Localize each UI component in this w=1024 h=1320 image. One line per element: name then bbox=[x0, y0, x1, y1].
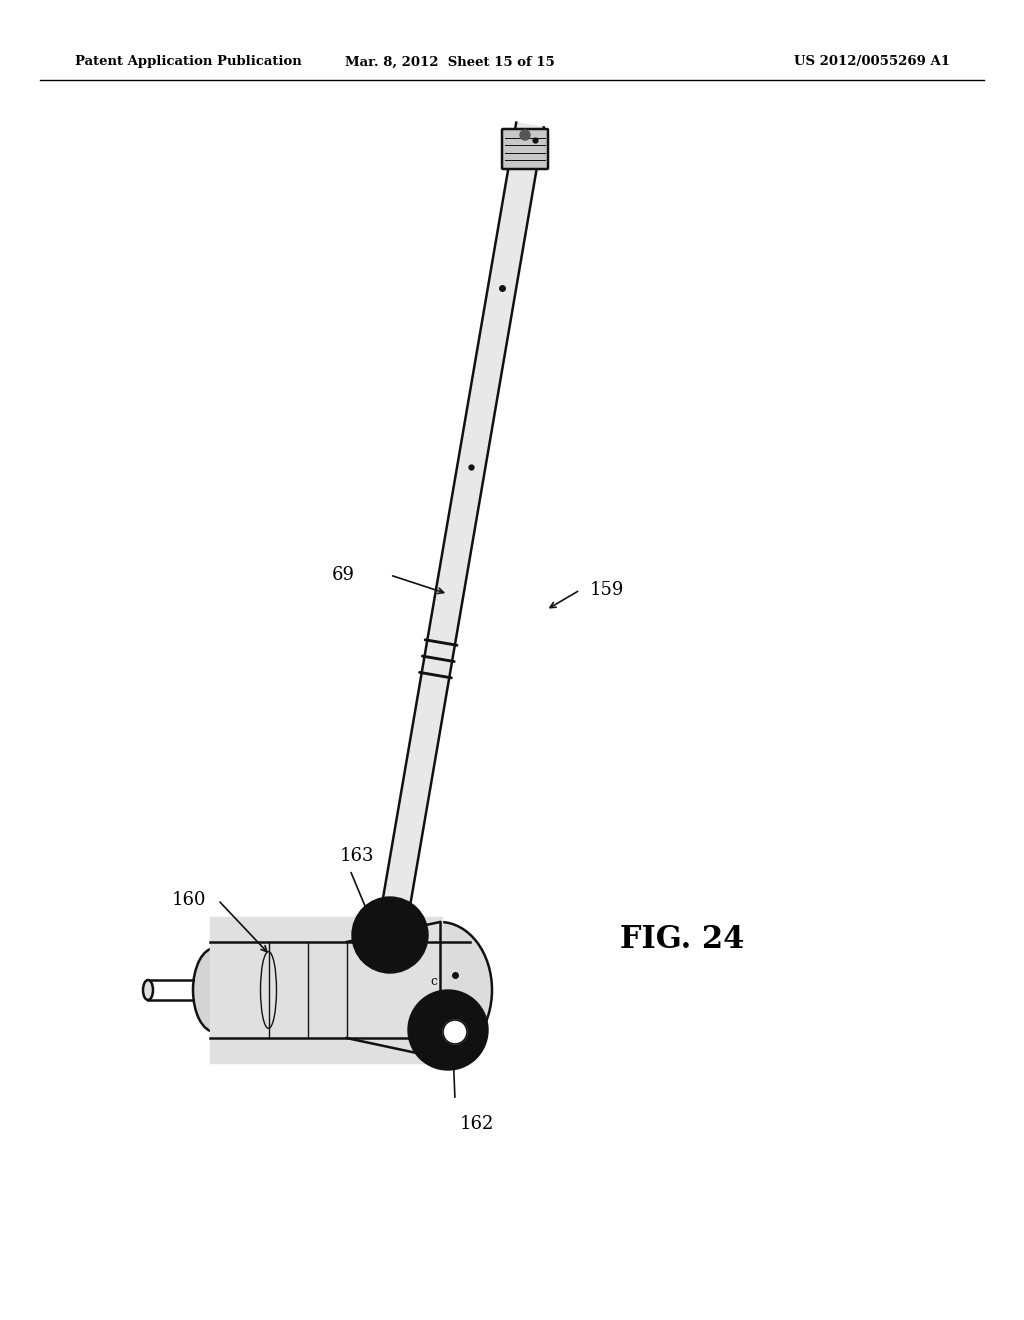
Polygon shape bbox=[376, 123, 544, 942]
Bar bbox=[210, 942, 470, 1038]
FancyBboxPatch shape bbox=[502, 129, 548, 169]
Text: 160: 160 bbox=[171, 891, 206, 909]
Text: 159: 159 bbox=[590, 581, 625, 599]
Text: c: c bbox=[430, 975, 437, 987]
Text: 162: 162 bbox=[460, 1115, 495, 1133]
Text: Patent Application Publication: Patent Application Publication bbox=[75, 55, 302, 69]
Circle shape bbox=[443, 1020, 467, 1044]
Ellipse shape bbox=[408, 990, 488, 1071]
Text: Mar. 8, 2012  Sheet 15 of 15: Mar. 8, 2012 Sheet 15 of 15 bbox=[345, 55, 555, 69]
Ellipse shape bbox=[388, 921, 492, 1059]
Text: 69: 69 bbox=[332, 566, 355, 583]
Text: 163: 163 bbox=[340, 847, 375, 865]
Ellipse shape bbox=[352, 898, 428, 973]
Circle shape bbox=[520, 129, 530, 140]
Text: US 2012/0055269 A1: US 2012/0055269 A1 bbox=[794, 55, 950, 69]
Text: FIG. 24: FIG. 24 bbox=[620, 924, 744, 956]
Ellipse shape bbox=[193, 948, 237, 1032]
Ellipse shape bbox=[143, 979, 153, 1001]
Bar bbox=[210, 917, 442, 1063]
